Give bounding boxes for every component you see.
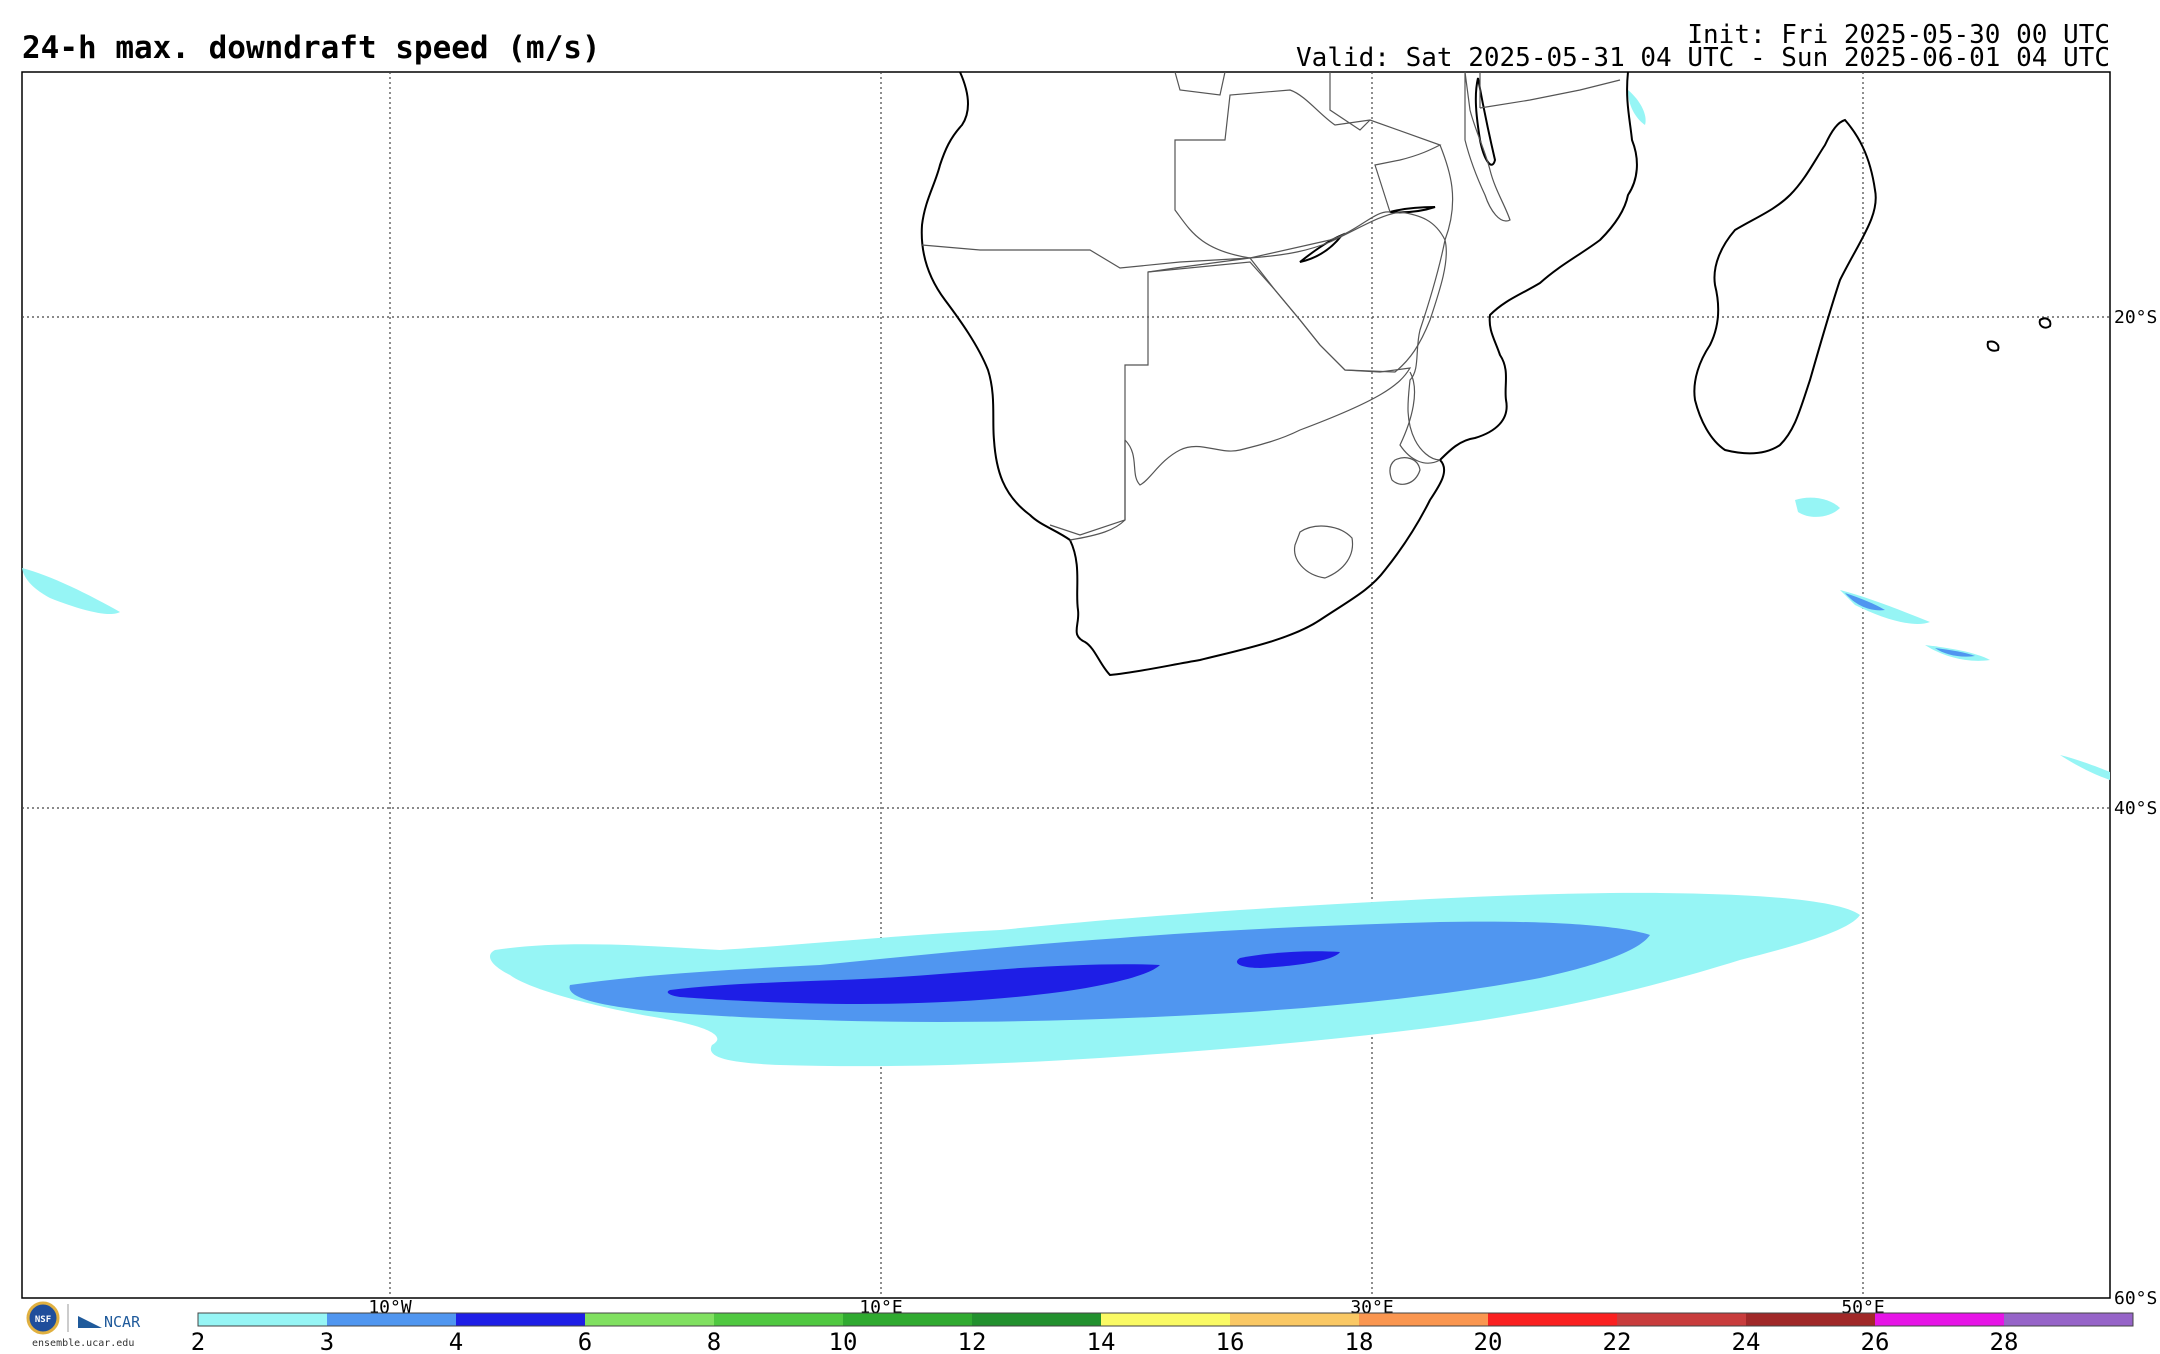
colorbar-segment bbox=[1617, 1313, 1746, 1326]
colorbar-segment bbox=[1359, 1313, 1488, 1326]
border-eswatini bbox=[1389, 457, 1421, 485]
nsf-logo: NSF bbox=[26, 1301, 60, 1335]
colorbar-segment bbox=[843, 1313, 972, 1326]
border-zambia bbox=[1174, 89, 1442, 259]
colorbar-segment bbox=[456, 1313, 585, 1326]
nsf-logo-seal bbox=[26, 1301, 60, 1335]
downdraft-patch-madagascar-2 bbox=[1840, 590, 1930, 625]
ncar-logo: NCAR bbox=[78, 1313, 141, 1331]
ncar-logo-text: NCAR bbox=[104, 1313, 141, 1331]
downdraft-band-4-6 bbox=[667, 964, 1160, 1004]
colorbar: 2 3 4 6 8 10 12 14 16 18 20 22 24 26 28 bbox=[191, 1312, 2134, 1354]
border-zimbabwe bbox=[1248, 211, 1447, 373]
init-time: Init: Fri 2025-05-30 00 UTC bbox=[1687, 20, 2110, 50]
colorbar-tick-label: 12 bbox=[958, 1328, 987, 1354]
colorbar-tick-label: 2 bbox=[191, 1328, 205, 1354]
colorbar-tick-label: 16 bbox=[1216, 1328, 1245, 1354]
colorbar-segment bbox=[327, 1313, 456, 1326]
africa-coastline bbox=[920, 71, 1638, 677]
reunion-coastline bbox=[2038, 317, 2052, 329]
colorbar-tick-label: 22 bbox=[1603, 1328, 1632, 1354]
lat-labels: 20°S 40°S 60°S bbox=[2114, 307, 2157, 1309]
downdraft-patch-ne bbox=[1628, 90, 1646, 125]
colorbar-tick-label: 4 bbox=[449, 1328, 463, 1354]
colorbar-segment bbox=[585, 1313, 714, 1326]
lat-label-20s: 20°S bbox=[2114, 307, 2157, 328]
gridlines bbox=[22, 72, 2110, 1298]
nsf-logo-text: NSF bbox=[35, 1315, 51, 1325]
colorbar-tick-label: 24 bbox=[1732, 1328, 1761, 1354]
colorbar-tick-label: 3 bbox=[320, 1328, 334, 1354]
colorbar-segment bbox=[198, 1313, 327, 1326]
downdraft-patch-east-6 bbox=[2060, 755, 2110, 780]
border-south-africa bbox=[1069, 371, 1441, 541]
lat-label-60s: 60°S bbox=[2114, 1288, 2157, 1309]
map-title: 24-h max. downdraft speed (m/s) bbox=[22, 30, 601, 66]
border-botswana bbox=[1124, 261, 1412, 486]
downdraft-shading bbox=[22, 90, 2110, 1067]
colorbar-tick-label: 6 bbox=[578, 1328, 592, 1354]
colorbar-segment bbox=[1488, 1313, 1617, 1326]
colorbar-segment bbox=[2004, 1313, 2133, 1326]
madagascar-coastline bbox=[1693, 118, 1877, 455]
credit-text: ensemble.ucar.edu bbox=[32, 1338, 135, 1349]
downdraft-patch-east bbox=[1236, 951, 1340, 968]
colorbar-segment bbox=[972, 1313, 1101, 1326]
border-drc bbox=[1174, 71, 1371, 131]
downdraft-patch-madagascar-1 bbox=[1795, 497, 1840, 517]
colorbar-segment bbox=[1746, 1313, 1875, 1326]
colorbar-segment bbox=[714, 1313, 843, 1326]
colorbar-outline bbox=[197, 1312, 2134, 1327]
colorbar-tick-label: 20 bbox=[1474, 1328, 1503, 1354]
colorbar-tick-label: 8 bbox=[707, 1328, 721, 1354]
lake-malawi bbox=[1474, 77, 1497, 166]
border-lesotho bbox=[1294, 525, 1354, 579]
border-mozambique bbox=[1407, 144, 1454, 461]
downdraft-patch-madagascar-3 bbox=[1845, 593, 1885, 611]
map-frame bbox=[21, 71, 2111, 1299]
colorbar-segment bbox=[1230, 1313, 1359, 1326]
border-tanzania bbox=[1479, 72, 1621, 109]
country-borders bbox=[921, 71, 1621, 579]
mauritius-coastline bbox=[1986, 340, 2000, 352]
colorbar-tick-label: 14 bbox=[1087, 1328, 1116, 1354]
downdraft-patch-east-5 bbox=[1935, 648, 1975, 657]
colorbar-tick-label: 28 bbox=[1990, 1328, 2019, 1354]
colorbar-segment bbox=[1101, 1313, 1230, 1326]
ncar-logo-mark bbox=[78, 1316, 102, 1328]
lat-label-40s: 40°S bbox=[2114, 798, 2157, 819]
border-malawi bbox=[1464, 71, 1511, 222]
downdraft-patch-sw-coast bbox=[22, 568, 120, 615]
colorbar-tick-label: 26 bbox=[1861, 1328, 1890, 1354]
colorbar-tick-label: 18 bbox=[1345, 1328, 1374, 1354]
valid-time: Valid: Sat 2025-05-31 04 UTC - Sun 2025-… bbox=[1296, 43, 2110, 73]
colorbar-segment bbox=[1875, 1313, 2004, 1326]
colorbar-tick-label: 10 bbox=[829, 1328, 858, 1354]
